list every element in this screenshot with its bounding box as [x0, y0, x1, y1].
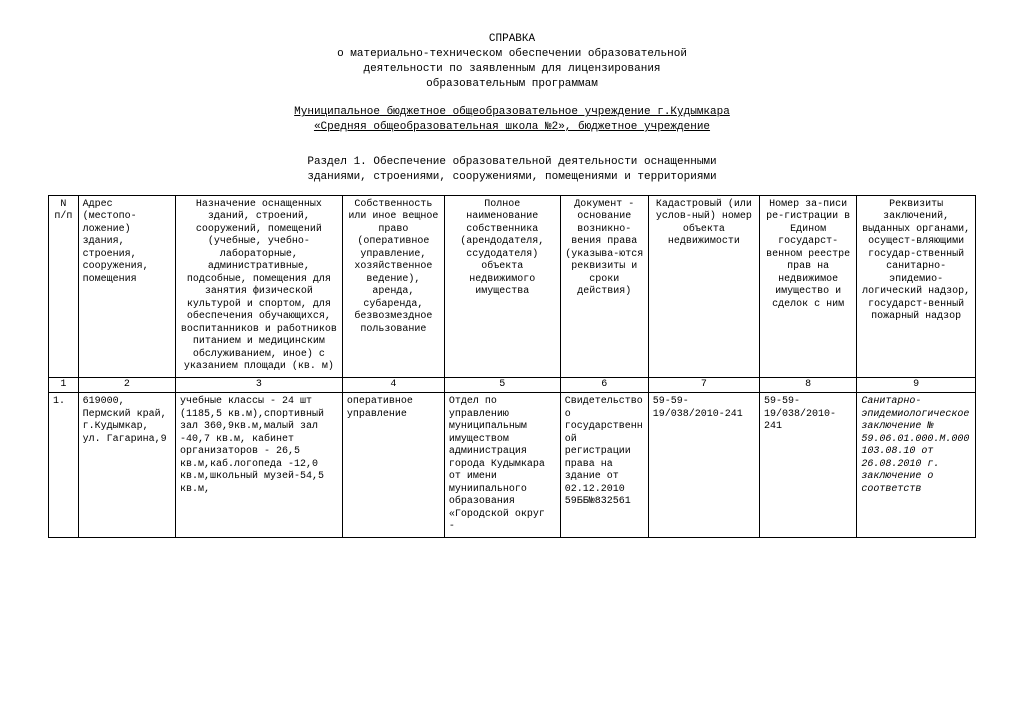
col-header-4: Полное наименование собственника (арендо… [444, 195, 560, 377]
cell-r1-c0: 1. [49, 393, 79, 538]
cell-r1-c7: 59-59-19/038/2010-241 [759, 393, 856, 538]
section-line-1: Раздел 1. Обеспечение образовательной де… [48, 155, 976, 170]
col-header-6: Кадастровый (или услов-ный) номер объект… [648, 195, 759, 377]
cell-r1-c8: Санитарно-эпидемиологическое заключение … [857, 393, 976, 538]
title-line-3: деятельности по заявленным для лицензиро… [48, 62, 976, 77]
col-header-0: N п/п [49, 195, 79, 377]
doc-title-block: СПРАВКА о материально-техническом обеспе… [48, 32, 976, 91]
cell-r1-c6: 59-59-19/038/2010-241 [648, 393, 759, 538]
institution-line-2: «Средняя общеобразовательная школа №2», … [48, 120, 976, 135]
col-header-8: Реквизиты заключений, выданных органами,… [857, 195, 976, 377]
numcell-4: 5 [444, 377, 560, 393]
section-line-2: зданиями, строениями, сооружениями, поме… [48, 170, 976, 185]
col-header-2: Назначение оснащенных зданий, строений, … [175, 195, 342, 377]
numcell-8: 9 [857, 377, 976, 393]
section-title-block: Раздел 1. Обеспечение образовательной де… [48, 155, 976, 185]
cell-r1-c2: учебные классы - 24 шт (1185,5 кв.м),спо… [175, 393, 342, 538]
numcell-1: 2 [78, 377, 175, 393]
table-row: 1. 619000, Пермский край, г.Кудымкар, ул… [49, 393, 976, 538]
numcell-6: 7 [648, 377, 759, 393]
numcell-5: 6 [560, 377, 648, 393]
table-number-row: 1 2 3 4 5 6 7 8 9 [49, 377, 976, 393]
col-header-7: Номер за-писи ре-гистрации в Едином госу… [759, 195, 856, 377]
cell-r1-c4: Отдел по управлению муниципальным имущес… [444, 393, 560, 538]
col-header-1: Адрес (местопо-ложение) здания, строения… [78, 195, 175, 377]
col-header-5: Документ - основание возникно-вения прав… [560, 195, 648, 377]
cell-r1-c5: Свидетельство о государственной регистра… [560, 393, 648, 538]
numcell-0: 1 [49, 377, 79, 393]
table-header-row: N п/п Адрес (местопо-ложение) здания, ст… [49, 195, 976, 377]
institution-block: Муниципальное бюджетное общеобразователь… [48, 105, 976, 135]
col-header-3: Собственность или иное вещное право (опе… [342, 195, 444, 377]
numcell-2: 3 [175, 377, 342, 393]
title-line-4: образовательным программам [48, 77, 976, 92]
title-line-2: о материально-техническом обеспечении об… [48, 47, 976, 62]
numcell-7: 8 [759, 377, 856, 393]
title-line-1: СПРАВКА [48, 32, 976, 47]
main-table: N п/п Адрес (местопо-ложение) здания, ст… [48, 195, 976, 538]
institution-line-1: Муниципальное бюджетное общеобразователь… [48, 105, 976, 120]
cell-r1-c1: 619000, Пермский край, г.Кудымкар, ул. Г… [78, 393, 175, 538]
numcell-3: 4 [342, 377, 444, 393]
cell-r1-c3: оперативное управление [342, 393, 444, 538]
